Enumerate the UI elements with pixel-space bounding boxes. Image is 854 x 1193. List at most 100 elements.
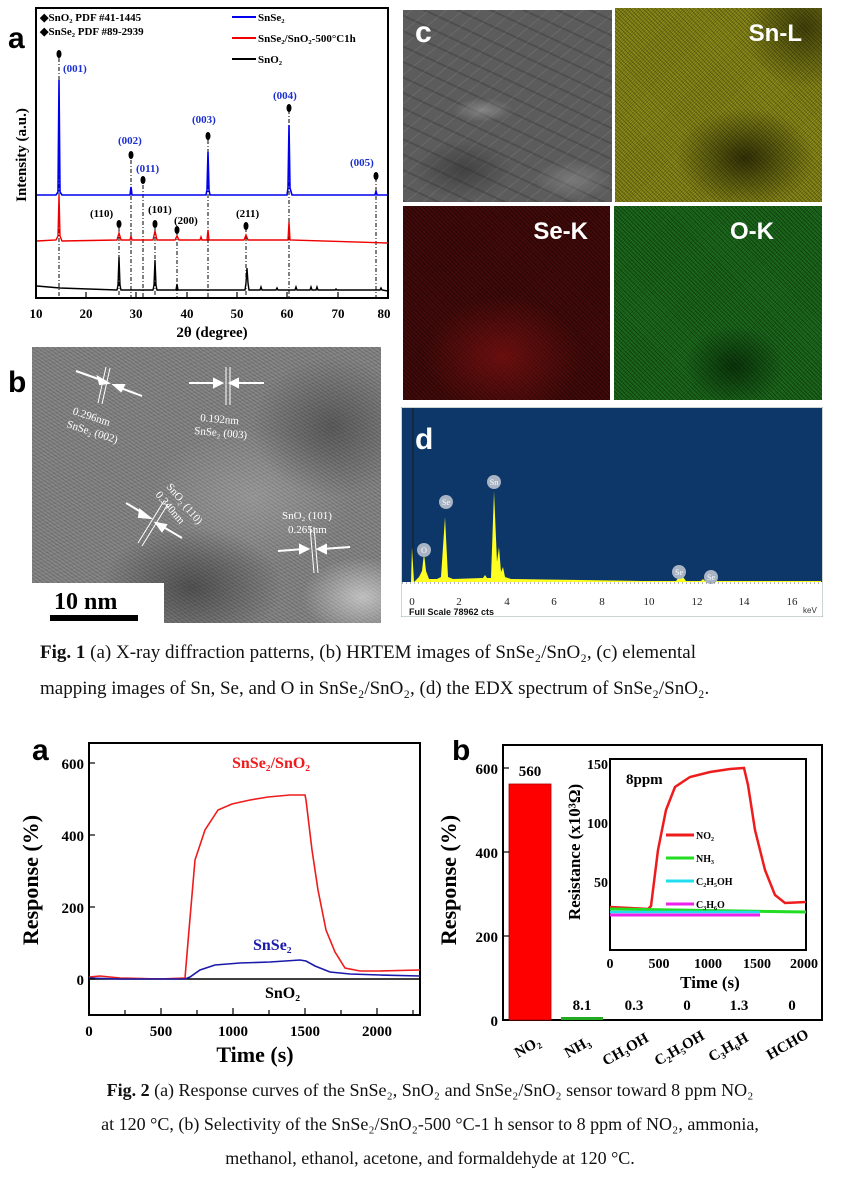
inset-title: 8ppm bbox=[626, 772, 663, 788]
fig2a-panel-letter: a bbox=[32, 740, 49, 767]
x-axis-label: Time (s) bbox=[216, 1042, 293, 1067]
fig1c-panel-letter: c bbox=[415, 16, 432, 49]
y-tick: 600 bbox=[476, 762, 499, 778]
inset-resistance-chart: 8ppm NO₂ NH₃ C₂H₅OH C₃H₆O 50 100 150 0 5… bbox=[565, 758, 818, 992]
hrtem-image bbox=[32, 347, 381, 623]
x-tick: 40 bbox=[181, 306, 194, 321]
legend-snse2: SnSe₂ bbox=[258, 12, 285, 24]
x-tick: 20 bbox=[80, 306, 93, 321]
x-tick: 80 bbox=[378, 306, 391, 321]
fig2b-selectivity-chart: b 560 8.1 0.3 0 1.3 0 600 400 200 0 Resp… bbox=[436, 740, 823, 1069]
edx-peak-se: Se bbox=[707, 573, 715, 582]
fig1-caption-line1: (a) X-ray diffraction patterns, (b) HRTE… bbox=[90, 642, 696, 663]
hkl-005: (005) bbox=[350, 157, 374, 169]
hkl-200: (200) bbox=[174, 215, 198, 227]
bar-no2 bbox=[508, 783, 552, 1021]
y-tick: 600 bbox=[62, 757, 85, 773]
x-tick: 0 bbox=[85, 1024, 93, 1040]
fig1b-panel-letter: b bbox=[8, 366, 27, 399]
x-tick: 16 bbox=[787, 596, 799, 608]
category-label: CH₃OH bbox=[600, 1030, 652, 1069]
legend-sno2: SnO₂ bbox=[258, 54, 283, 66]
x-axis-label: 2θ (degree) bbox=[176, 325, 247, 340]
fig2-caption-line3: methanol, ethanol, acetone, and formalde… bbox=[225, 1148, 635, 1168]
x-tick: 12 bbox=[692, 596, 703, 608]
edx-peak-o: O bbox=[421, 546, 427, 555]
fig2b-panel-letter: b bbox=[452, 740, 470, 767]
x-tick: 60 bbox=[281, 306, 294, 321]
label-composite: SnSe₂/SnO₂ bbox=[232, 755, 310, 772]
x-tick: 10 bbox=[644, 596, 656, 608]
label-sno2: SnO₂ bbox=[265, 985, 300, 1002]
bar-value-label: 0 bbox=[683, 998, 691, 1014]
x-tick: 4 bbox=[504, 596, 510, 608]
scale-bar-label: 10 nm bbox=[54, 589, 117, 615]
x-tick: 70 bbox=[332, 306, 345, 321]
legend-composite: SnSe₂/SnO₂-500°C1h bbox=[258, 33, 356, 45]
o-map: O-K bbox=[614, 206, 822, 400]
legend-ref-sno2: ◆SnO₂ PDF #41-1445 bbox=[39, 12, 142, 24]
fig1-caption: Fig. 1 (a) X-ray diffraction patterns, (… bbox=[40, 636, 840, 706]
edx-peak-sn: Sn bbox=[490, 478, 498, 487]
x-tick: 0 bbox=[607, 957, 614, 972]
y-tick: 200 bbox=[62, 901, 85, 917]
y-tick: 150 bbox=[587, 758, 608, 773]
fig1a-xrd-chart: ◆SnO₂ PDF #41-1445 ◆SnSe₂ PDF #89-2939 S… bbox=[14, 7, 391, 340]
x-tick: 2000 bbox=[362, 1024, 392, 1040]
fig2a-response-chart: a 600 400 200 0 0 500 1000 1500 2000 Tim… bbox=[18, 740, 421, 1067]
fig2-caption-label: Fig. 2 bbox=[106, 1080, 150, 1100]
se-map: Se-K bbox=[403, 206, 610, 400]
label-snse2: SnSe₂ bbox=[253, 937, 292, 954]
kev-unit: keV bbox=[803, 606, 817, 615]
fig2-caption-line2: at 120 °C, (b) Selectivity of the SnSe₂/… bbox=[101, 1114, 759, 1134]
inset-x-axis-label: Time (s) bbox=[680, 973, 740, 992]
x-tick: 2000 bbox=[790, 957, 818, 972]
hkl-001: (001) bbox=[63, 63, 87, 75]
x-tick: 1500 bbox=[743, 957, 771, 972]
scale-bar bbox=[50, 615, 138, 621]
x-tick: 8 bbox=[599, 596, 605, 608]
inset-y-axis-label: Resistance (x10³Ω) bbox=[565, 784, 584, 920]
hkl-003: (003) bbox=[192, 114, 216, 126]
x-tick: 30 bbox=[130, 306, 143, 321]
edx-peak-se: Se bbox=[442, 498, 450, 507]
edx-peak-se: Se bbox=[675, 568, 683, 577]
category-label: NH₃ bbox=[562, 1034, 594, 1062]
x-tick: 50 bbox=[231, 306, 244, 321]
y-axis-label: Response (%) bbox=[436, 815, 461, 945]
inset-legend-ethanol: C₂H₅OH bbox=[696, 877, 733, 888]
o-map-label: O-K bbox=[730, 218, 774, 245]
fig1d-panel-letter: d bbox=[415, 423, 433, 456]
x-tick: 1000 bbox=[694, 957, 722, 972]
hkl-110: (110) bbox=[90, 208, 114, 220]
x-tick: 2 bbox=[456, 596, 462, 608]
hkl-101: (101) bbox=[148, 204, 172, 216]
hkl-011: (011) bbox=[136, 163, 160, 175]
sem-image: c bbox=[403, 10, 612, 202]
fig2-caption: Fig. 2 (a) Response curves of the SnSe₂,… bbox=[30, 1073, 830, 1175]
y-tick: 200 bbox=[476, 930, 499, 946]
hkl-002: (002) bbox=[118, 135, 142, 147]
fig2-caption-line1: (a) Response curves of the SnSe₂, SnO₂ a… bbox=[154, 1080, 754, 1100]
inset-legend-acetone: C₃H₆O bbox=[696, 900, 725, 911]
hrtem-label: SnSe₂ (003) bbox=[194, 425, 248, 442]
y-axis-label: Intensity (a.u.) bbox=[14, 108, 30, 202]
x-tick: 0 bbox=[409, 596, 415, 608]
x-tick: 6 bbox=[551, 596, 557, 608]
category-label: NO₂ bbox=[512, 1034, 544, 1062]
hrtem-annotations: 0.296nm SnSe₂ (002) 0.192nm SnSe₂ (003) … bbox=[32, 366, 351, 623]
x-tick: 500 bbox=[150, 1024, 173, 1040]
inset-legend-nh3: NH₃ bbox=[696, 854, 714, 865]
y-tick: 0 bbox=[77, 973, 85, 989]
bar-nh3 bbox=[561, 1017, 603, 1020]
inset-legend-no2: NO₂ bbox=[696, 831, 714, 842]
fig1d-edx-chart: d O Se Sn Se Se 0 2 4 6 8 10 12 14 16 Fu… bbox=[401, 407, 823, 617]
y-tick: 400 bbox=[62, 829, 85, 845]
y-axis-label: Response (%) bbox=[18, 815, 43, 945]
bar-value-label: 560 bbox=[519, 764, 542, 780]
fig1a-panel-letter: a bbox=[8, 22, 25, 55]
fig1-caption-line2: mapping images of Sn, Se, and O in SnSe₂… bbox=[40, 678, 710, 699]
y-tick: 100 bbox=[587, 817, 608, 832]
x-tick: 1500 bbox=[290, 1024, 320, 1040]
se-map-label: Se-K bbox=[533, 218, 588, 245]
